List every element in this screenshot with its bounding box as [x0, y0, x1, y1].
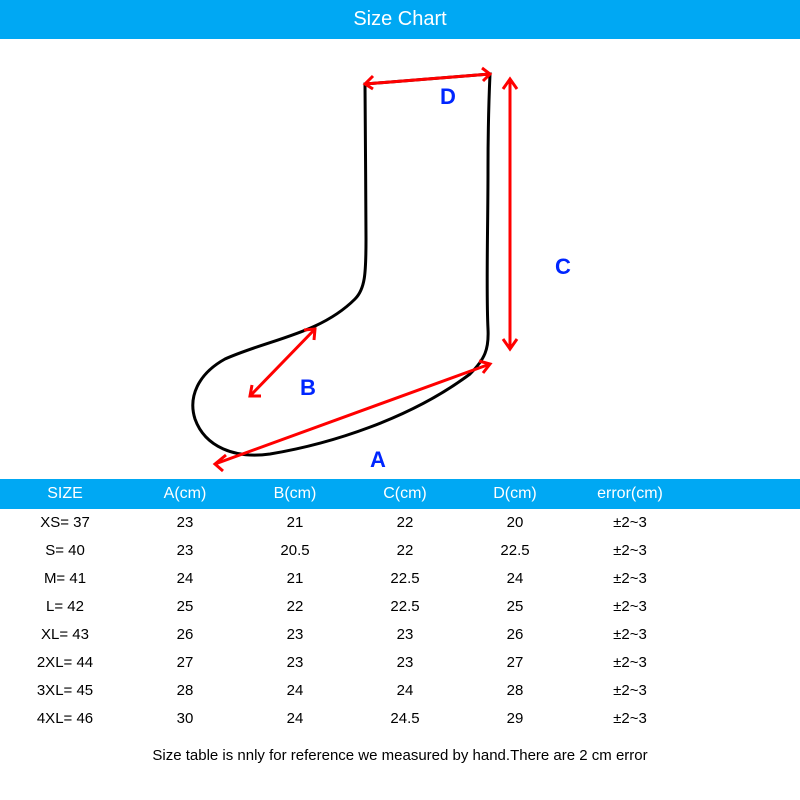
cell-d: 26: [460, 621, 570, 649]
label-b: B: [300, 375, 316, 401]
table-row: L= 42252222.525±2~3: [0, 593, 800, 621]
cell-c: 22.5: [350, 565, 460, 593]
sock-diagram: [140, 39, 660, 479]
table-row: XL= 4326232326±2~3: [0, 621, 800, 649]
cell-c: 22.5: [350, 593, 460, 621]
table-row: S= 402320.52222.5±2~3: [0, 537, 800, 565]
cell-error: ±2~3: [570, 649, 690, 677]
col-header-size: SIZE: [0, 485, 130, 503]
cell-d: 20: [460, 509, 570, 537]
table-row: 4XL= 46302424.529±2~3: [0, 705, 800, 733]
cell-c: 24: [350, 677, 460, 705]
cell-error: ±2~3: [570, 677, 690, 705]
cell-b: 22: [240, 593, 350, 621]
cell-error: ±2~3: [570, 621, 690, 649]
sock-outline: [193, 74, 490, 455]
cell-error: ±2~3: [570, 705, 690, 733]
cell-c: 22: [350, 509, 460, 537]
table-body: XS= 3723212220±2~3S= 402320.52222.5±2~3M…: [0, 509, 800, 733]
table-row: XS= 3723212220±2~3: [0, 509, 800, 537]
col-header-error: error(cm): [570, 485, 690, 503]
cell-b: 23: [240, 649, 350, 677]
cell-b: 20.5: [240, 537, 350, 565]
cell-d: 28: [460, 677, 570, 705]
cell-b: 24: [240, 677, 350, 705]
diagram-area: D C B A: [0, 39, 800, 479]
cell-a: 26: [130, 621, 240, 649]
col-header-a: A(cm): [130, 485, 240, 503]
cell-b: 21: [240, 565, 350, 593]
table-row: 2XL= 4427232327±2~3: [0, 649, 800, 677]
cell-size: 4XL= 46: [0, 705, 130, 733]
cell-a: 23: [130, 509, 240, 537]
cell-d: 24: [460, 565, 570, 593]
cell-size: S= 40: [0, 537, 130, 565]
cell-error: ±2~3: [570, 537, 690, 565]
cell-a: 30: [130, 705, 240, 733]
cell-a: 23: [130, 537, 240, 565]
cell-c: 22: [350, 537, 460, 565]
label-c: C: [555, 254, 571, 280]
cell-size: 2XL= 44: [0, 649, 130, 677]
cell-d: 22.5: [460, 537, 570, 565]
measure-c: [503, 79, 517, 349]
cell-a: 28: [130, 677, 240, 705]
cell-size: L= 42: [0, 593, 130, 621]
cell-b: 21: [240, 509, 350, 537]
cell-a: 24: [130, 565, 240, 593]
cell-d: 27: [460, 649, 570, 677]
cell-d: 29: [460, 705, 570, 733]
cell-a: 25: [130, 593, 240, 621]
cell-size: 3XL= 45: [0, 677, 130, 705]
cell-size: XL= 43: [0, 621, 130, 649]
col-header-b: B(cm): [240, 485, 350, 503]
col-header-c: C(cm): [350, 485, 460, 503]
cell-b: 23: [240, 621, 350, 649]
cell-error: ±2~3: [570, 565, 690, 593]
table-row: M= 41242122.524±2~3: [0, 565, 800, 593]
footnote: Size table is nnly for reference we meas…: [0, 747, 800, 764]
label-d: D: [440, 84, 456, 110]
title-bar: Size Chart: [0, 0, 800, 39]
label-a: A: [370, 447, 386, 473]
cell-b: 24: [240, 705, 350, 733]
cell-size: M= 41: [0, 565, 130, 593]
table-header-row: SIZE A(cm) B(cm) C(cm) D(cm) error(cm): [0, 479, 800, 509]
cell-error: ±2~3: [570, 509, 690, 537]
cell-c: 23: [350, 649, 460, 677]
cell-error: ±2~3: [570, 593, 690, 621]
cell-a: 27: [130, 649, 240, 677]
cell-d: 25: [460, 593, 570, 621]
table-row: 3XL= 4528242428±2~3: [0, 677, 800, 705]
cell-c: 24.5: [350, 705, 460, 733]
cell-c: 23: [350, 621, 460, 649]
cell-size: XS= 37: [0, 509, 130, 537]
col-header-d: D(cm): [460, 485, 570, 503]
measure-d: [365, 68, 490, 89]
